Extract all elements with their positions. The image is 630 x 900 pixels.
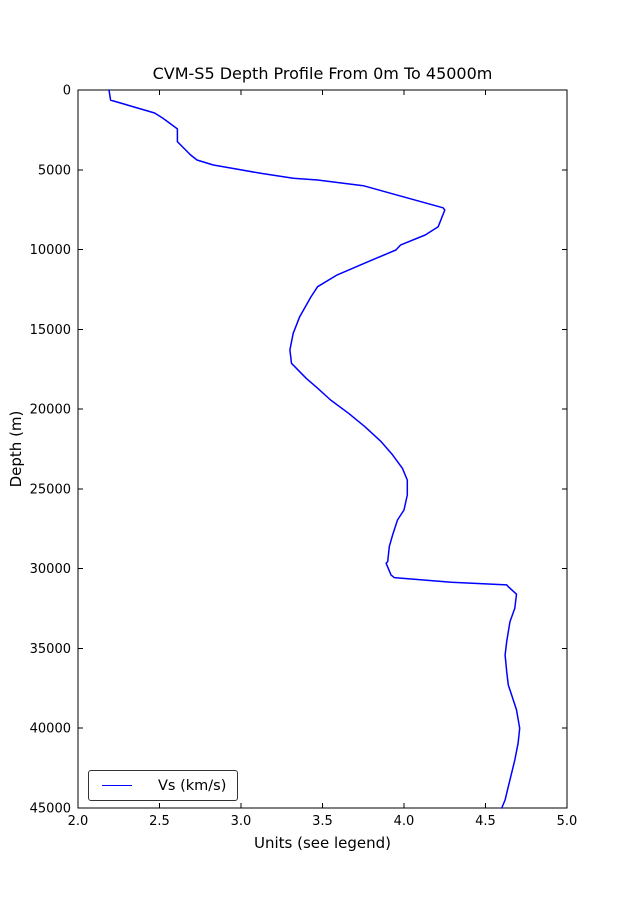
legend: Vs (km/s) (88, 770, 238, 801)
x-axis-label: Units (see legend) (253, 834, 392, 852)
legend-line-sample (102, 785, 132, 786)
x-tick-label: 4.0 (394, 814, 415, 829)
x-tick-label: 3.0 (231, 814, 252, 829)
y-tick-label: 0 (63, 84, 71, 99)
plot-frame (77, 89, 568, 809)
vs-profile-line (108, 89, 521, 809)
y-tick-label: 25000 (30, 482, 71, 497)
x-tick-label: 3.5 (312, 814, 333, 829)
y-tick-label: 10000 (30, 243, 71, 258)
y-tick-label: 35000 (30, 642, 71, 657)
y-tick-label: 15000 (30, 323, 71, 338)
y-tick-label: 5000 (38, 163, 71, 178)
y-tick-label: 20000 (30, 403, 71, 418)
y-axis-label: Depth (m) (7, 410, 25, 488)
x-tick-label: 2.0 (68, 814, 89, 829)
x-tick-label: 5.0 (557, 814, 578, 829)
x-tick-label: 4.5 (475, 814, 496, 829)
legend-label: Vs (km/s) (158, 777, 227, 794)
x-tick-label: 2.5 (149, 814, 170, 829)
y-tick-label: 30000 (30, 562, 71, 577)
y-tick-label: 40000 (30, 722, 71, 737)
y-tick-label: 45000 (30, 802, 71, 817)
chart-title: CVM-S5 Depth Profile From 0m To 45000m (152, 64, 493, 83)
